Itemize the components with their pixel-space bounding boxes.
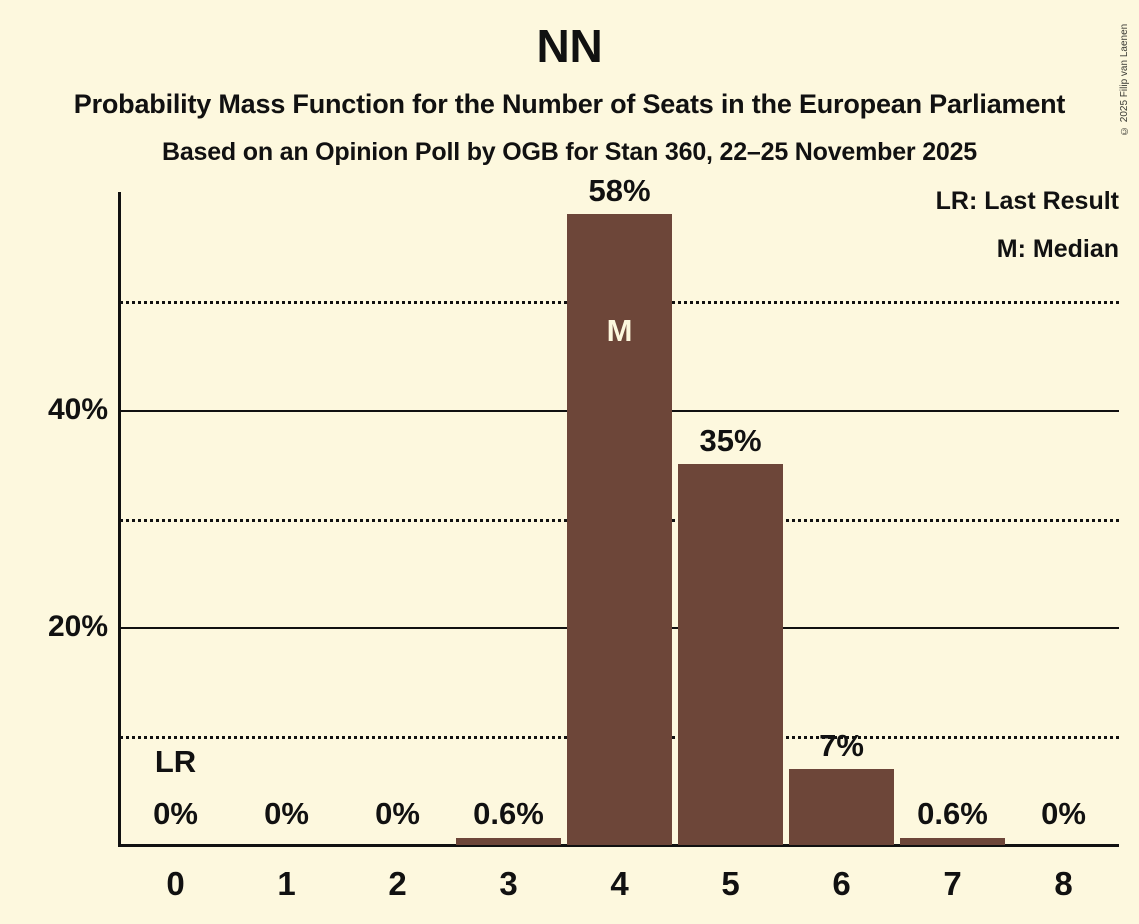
- bar[interactable]: [567, 213, 672, 845]
- bar-column[interactable]: 0% LR: [123, 192, 228, 845]
- bar-column[interactable]: 7%: [789, 192, 894, 845]
- page-title: NN: [536, 20, 603, 72]
- x-axis-tick-label: 4: [610, 865, 629, 902]
- bar-value-label: 0%: [1041, 796, 1086, 831]
- y-axis-tick-label: 40%: [47, 392, 108, 426]
- bar[interactable]: [900, 838, 1005, 845]
- x-axis-tick-label: 1: [277, 865, 296, 902]
- bar-column[interactable]: 0.6%: [456, 192, 561, 845]
- legend-median: M: Median: [996, 235, 1119, 263]
- bar-value-label: 0.6%: [473, 796, 544, 831]
- x-axis-tick-label: 6: [832, 865, 851, 902]
- bar-column[interactable]: 0%: [345, 192, 450, 845]
- x-axis-tick-label: 5: [721, 865, 740, 902]
- bar-marker-lr: LR: [154, 744, 197, 779]
- bar-value-label: 0%: [153, 796, 198, 831]
- y-axis-tick-label: 20%: [47, 610, 108, 644]
- bar-value-label: 0.6%: [917, 796, 988, 831]
- copyright-notice: © 2025 Filip van Laenen: [1119, 23, 1130, 136]
- chart-source-line: Based on an Opinion Poll by OGB for Stan…: [161, 138, 978, 166]
- chart-subtitle: Probability Mass Function for the Number…: [73, 89, 1066, 119]
- plot-area: 0% LR 0% 0% 0.6% 58% M 35% 7% 0.6% 0%: [120, 173, 1119, 845]
- bar-value-label: 35%: [699, 423, 762, 459]
- bar[interactable]: [456, 838, 561, 845]
- y-axis-line: [118, 192, 121, 847]
- x-axis-tick-label: 8: [1054, 865, 1073, 902]
- bar-value-label: 0%: [264, 796, 309, 831]
- bar[interactable]: [789, 768, 894, 845]
- bar-value-label: 58%: [588, 172, 651, 208]
- bar-marker-m: M: [606, 312, 633, 348]
- bar-column[interactable]: 58% M: [567, 173, 672, 845]
- bar-column[interactable]: 0%: [1011, 192, 1116, 845]
- bar-column[interactable]: 0%: [234, 192, 339, 845]
- legend-last-result: LR: Last Result: [935, 187, 1119, 215]
- x-axis-tick-label: 7: [943, 865, 962, 902]
- x-axis-line: [118, 844, 1119, 847]
- x-axis-tick-label: 3: [499, 865, 518, 902]
- bar-column[interactable]: 0.6%: [900, 192, 1005, 845]
- bar[interactable]: [678, 464, 783, 845]
- x-axis-tick-label: 0: [166, 865, 185, 902]
- bar-column[interactable]: 35%: [678, 192, 783, 845]
- bar-value-label: 0%: [375, 796, 420, 831]
- x-axis-tick-label: 2: [388, 865, 407, 902]
- bar-value-label: 7%: [819, 727, 864, 763]
